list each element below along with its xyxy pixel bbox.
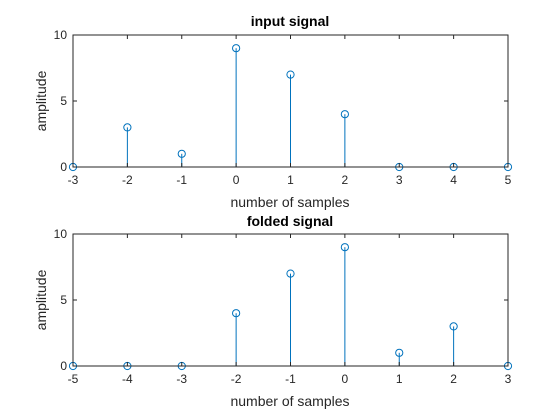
x-tick-label: -4 bbox=[122, 372, 133, 386]
y-tick-label: 10 bbox=[54, 28, 68, 42]
x-tick-label: 3 bbox=[396, 173, 403, 187]
y-tick-label: 0 bbox=[60, 160, 67, 174]
x-tick-label: 1 bbox=[287, 173, 294, 187]
x-tick-label: -1 bbox=[176, 173, 187, 187]
chart-title: input signal bbox=[251, 13, 330, 29]
y-axis-label: amplitude bbox=[33, 269, 49, 330]
y-tick-label: 5 bbox=[60, 293, 67, 307]
stem-marker bbox=[232, 309, 241, 318]
x-tick-label: 2 bbox=[450, 372, 457, 386]
stem-marker bbox=[449, 322, 458, 331]
x-tick-label: -5 bbox=[68, 372, 79, 386]
y-tick-label: 10 bbox=[54, 227, 68, 241]
x-tick-label: 2 bbox=[342, 173, 349, 187]
x-tick-label: -1 bbox=[285, 372, 296, 386]
x-tick-label: -3 bbox=[176, 372, 187, 386]
x-tick-label: 1 bbox=[396, 372, 403, 386]
x-axis-label: number of samples bbox=[230, 393, 349, 409]
x-tick-label: 4 bbox=[450, 173, 457, 187]
stem-marker bbox=[232, 44, 241, 53]
stem-marker bbox=[395, 348, 404, 357]
stem-series bbox=[68, 243, 513, 371]
subplot-input-signal: input signal amplitude number of samples… bbox=[33, 13, 513, 210]
y-tick-label: 0 bbox=[60, 359, 67, 373]
stem-marker bbox=[177, 149, 186, 158]
x-tick-label: 0 bbox=[233, 173, 240, 187]
x-tick-label: 0 bbox=[342, 372, 349, 386]
stem-marker bbox=[286, 269, 295, 278]
x-tick-label: -3 bbox=[68, 173, 79, 187]
stem-marker bbox=[340, 243, 349, 252]
y-axis-label: amplitude bbox=[33, 70, 49, 131]
x-axis-label: number of samples bbox=[230, 194, 349, 210]
axis-ticks: -5 -4 -3 -2 -1 0 1 2 3 0 5 10 bbox=[54, 227, 512, 386]
stem-series bbox=[68, 44, 513, 172]
y-tick-label: 5 bbox=[60, 94, 67, 108]
x-tick-label: 3 bbox=[505, 372, 512, 386]
subplot-folded-signal: folded signal amplitude number of sample… bbox=[33, 213, 513, 409]
stem-marker bbox=[340, 110, 349, 119]
chart-title: folded signal bbox=[247, 213, 333, 229]
x-tick-label: -2 bbox=[122, 173, 133, 187]
stem-marker bbox=[286, 70, 295, 79]
x-tick-label: 5 bbox=[505, 173, 512, 187]
stem-marker bbox=[123, 123, 132, 132]
axis-ticks: -3 -2 -1 0 1 2 3 4 5 0 5 10 bbox=[54, 28, 512, 187]
x-tick-label: -2 bbox=[231, 372, 242, 386]
